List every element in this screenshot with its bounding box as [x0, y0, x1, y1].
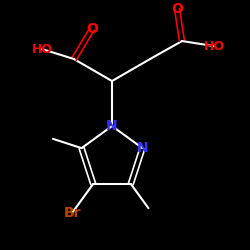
Text: N: N: [136, 141, 148, 155]
Text: O: O: [86, 22, 98, 36]
Text: Br: Br: [63, 206, 81, 220]
Text: N: N: [106, 119, 118, 133]
Text: HO: HO: [32, 42, 52, 56]
Text: O: O: [171, 2, 183, 16]
Text: HO: HO: [204, 40, 225, 52]
